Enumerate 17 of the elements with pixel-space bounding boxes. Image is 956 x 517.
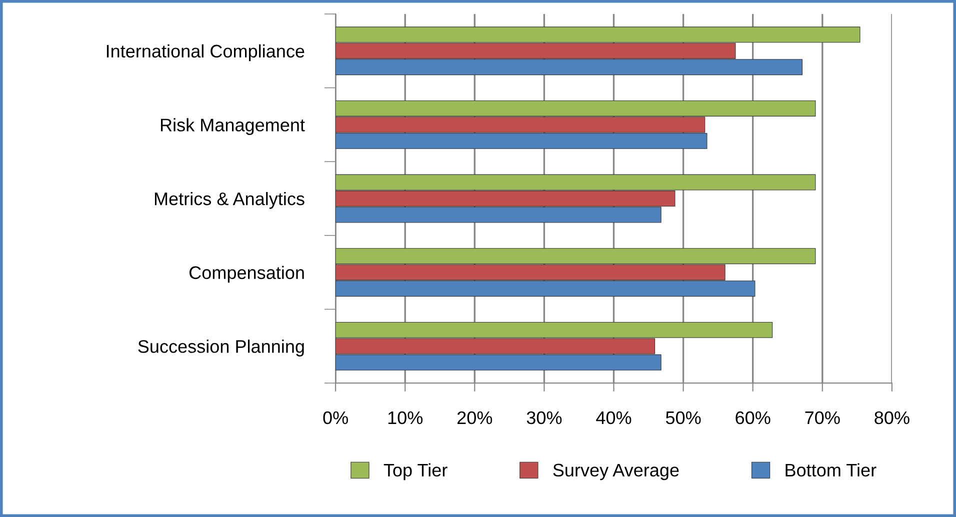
x-tick-label: 20% <box>457 411 492 424</box>
x-tick-label: 0% <box>323 411 348 424</box>
y-tick-label: Succession Planning <box>138 340 304 356</box>
x-tick-label: 80% <box>874 411 910 424</box>
x-tick-label: 40% <box>596 411 632 424</box>
y-tick-label: International Compliance <box>106 44 304 62</box>
x-tick-label: 70% <box>805 411 840 424</box>
legend-label: Top Tier <box>384 463 448 480</box>
y-tick-label: Risk Management <box>160 118 305 135</box>
y-tick-label: Metrics & Analytics <box>154 192 304 209</box>
x-tick-label: 60% <box>736 411 770 424</box>
x-tick-label: 10% <box>388 411 423 424</box>
x-tick-label: 30% <box>526 411 562 424</box>
legend-label: Bottom Tier <box>786 463 876 477</box>
x-tick-label: 50% <box>666 411 701 424</box>
legend-label: Survey Average <box>553 464 679 480</box>
y-tick-label: Compensation <box>190 266 304 283</box>
